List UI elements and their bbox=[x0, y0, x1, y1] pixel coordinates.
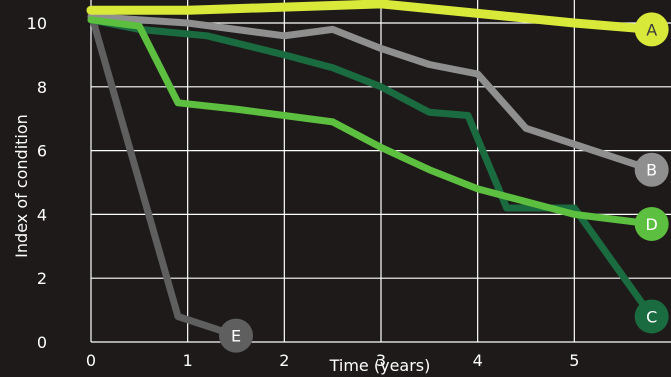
badge-label-a: A bbox=[646, 20, 657, 39]
x-tick-label: 1 bbox=[183, 351, 193, 370]
series-line-a bbox=[86, 0, 657, 34]
badge-a bbox=[634, 12, 669, 47]
x-tick-label: 0 bbox=[86, 351, 96, 370]
y-tick-label: 6 bbox=[37, 142, 47, 161]
x-tick-labels: 0 1 2 3 4 5 bbox=[86, 351, 580, 370]
badge-label-c: C bbox=[646, 307, 657, 326]
x-tick-label: 3 bbox=[376, 351, 386, 370]
x-axis-label: Time (years) bbox=[329, 356, 431, 375]
badge-label-d: D bbox=[646, 215, 658, 234]
badge-label-e: E bbox=[231, 327, 241, 346]
y-tick-label: 4 bbox=[37, 205, 47, 224]
y-tick-label: 8 bbox=[37, 78, 47, 97]
x-tick-label: 2 bbox=[279, 351, 289, 370]
series-line-b bbox=[87, 13, 656, 174]
badge-label-b: B bbox=[646, 161, 657, 180]
y-tick-label: 10 bbox=[27, 14, 47, 33]
badge-d bbox=[634, 206, 669, 241]
series-badges: A B D C E bbox=[219, 12, 669, 353]
y-axis-label: Index of condition bbox=[12, 114, 31, 258]
series-lines bbox=[86, 0, 657, 340]
series-line-d bbox=[87, 16, 656, 228]
badge-c bbox=[634, 299, 669, 334]
y-tick-labels: 0 2 4 6 8 10 bbox=[27, 14, 47, 352]
badge-e bbox=[219, 318, 253, 353]
badge-b bbox=[634, 152, 669, 187]
x-tick-label: 5 bbox=[569, 351, 579, 370]
series-line-e bbox=[87, 9, 240, 340]
series-line-c bbox=[87, 16, 656, 320]
y-tick-label: 0 bbox=[37, 333, 47, 352]
y-tick-label: 2 bbox=[37, 269, 47, 288]
x-tick-label: 4 bbox=[473, 351, 483, 370]
